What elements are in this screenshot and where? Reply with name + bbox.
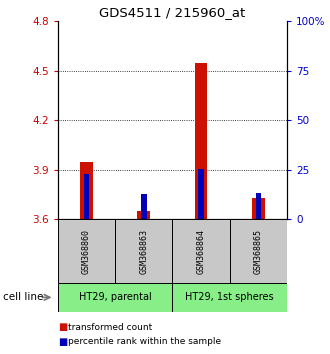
Bar: [80, 162, 93, 219]
Bar: [255, 193, 261, 219]
Bar: [252, 198, 265, 219]
Bar: [198, 169, 204, 219]
Bar: [138, 211, 150, 219]
Bar: [230, 219, 287, 283]
Text: cell line: cell line: [3, 292, 44, 302]
Bar: [115, 219, 173, 283]
Bar: [173, 283, 287, 312]
Bar: [173, 219, 230, 283]
Text: HT29, 1st spheres: HT29, 1st spheres: [185, 292, 274, 302]
Text: GSM368864: GSM368864: [197, 229, 206, 274]
Text: GSM368860: GSM368860: [82, 229, 91, 274]
Text: ■: ■: [58, 322, 67, 332]
Bar: [58, 283, 173, 312]
Bar: [195, 63, 207, 219]
Text: GSM368865: GSM368865: [254, 229, 263, 274]
Text: GSM368863: GSM368863: [139, 229, 148, 274]
Text: percentile rank within the sample: percentile rank within the sample: [68, 337, 221, 346]
Text: ■: ■: [58, 337, 67, 347]
Text: transformed count: transformed count: [68, 323, 152, 332]
Bar: [83, 174, 89, 219]
Bar: [141, 194, 147, 219]
Text: HT29, parental: HT29, parental: [79, 292, 151, 302]
Bar: [58, 219, 115, 283]
Title: GDS4511 / 215960_at: GDS4511 / 215960_at: [99, 6, 246, 19]
